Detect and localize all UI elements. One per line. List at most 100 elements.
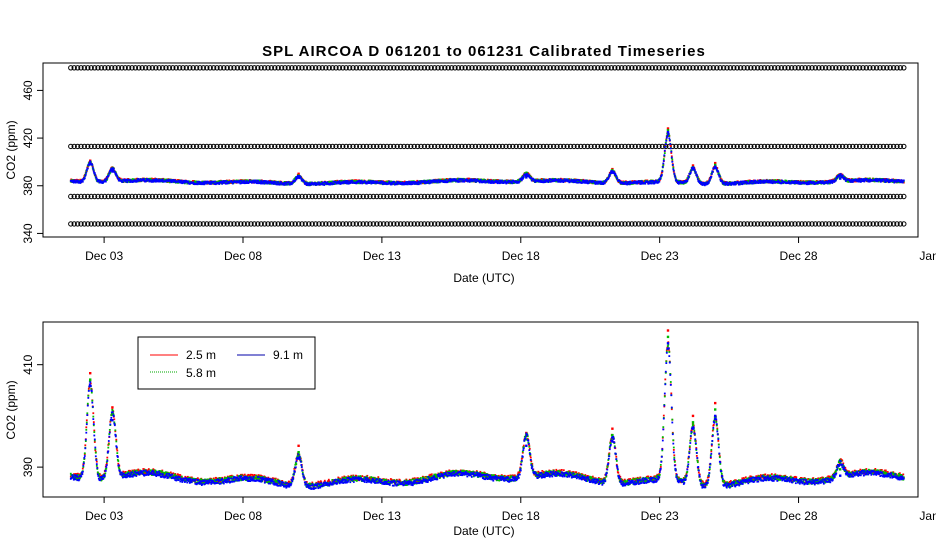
top-data-point [370,182,373,185]
top-data-point [332,180,335,183]
top-data-point [313,182,316,184]
top-calibration-point [574,143,581,150]
top-calibration-point [357,221,363,227]
top-calibration-point [860,143,866,150]
top-calibration-point [455,143,462,150]
top-calibration-point [173,65,179,71]
top-data-point [333,183,336,185]
top-data-point [309,182,312,185]
top-calibration-point [697,143,703,150]
top-data-point [160,180,163,183]
top-calibration-point [367,193,373,200]
top-data-point [132,180,135,183]
top-calibration-point [639,65,645,71]
top-data-point [258,179,261,182]
top-calibration-point [272,193,278,200]
top-data-point [350,181,353,183]
top-calibration-point [438,193,445,200]
top-data-point [113,170,116,173]
top-calibration-point [91,143,98,150]
top-data-point [82,178,85,180]
top-data-point [248,180,251,183]
top-calibration-point [292,143,298,150]
top-calibration-point [697,221,703,227]
top-calibration-point [690,221,696,227]
top-peak-point [714,163,717,167]
top-calibration-point [860,221,866,227]
top-data-point [535,180,538,183]
top-data-point [167,180,170,183]
top-calibration-point [210,143,217,150]
top-calibration-point [238,143,244,150]
top-calibration-point [112,193,118,200]
top-data-point [382,180,385,183]
top-calibration-point [537,193,543,200]
top-calibration-point [890,65,897,71]
top-calibration-point [516,221,523,227]
top-calibration-point [816,65,822,71]
top-calibration-point [261,221,268,227]
top-calibration-point [241,143,247,150]
top-calibration-point [792,65,798,71]
top-data-point [384,180,387,183]
top-data-point [305,184,308,186]
top-data-point [379,180,382,183]
top-calibration-point [241,221,247,227]
top-data-point [225,180,228,182]
top-calibration-point [102,143,108,150]
top-calibration-point [751,65,757,71]
top-data-point [804,180,807,183]
top-calibration-point [805,193,812,200]
top-calibration-point [612,65,618,71]
top-calibration-point [642,65,649,71]
top-data-point [147,178,150,181]
top-data-point [241,180,244,183]
top-calibration-point [622,143,628,150]
top-data-point [116,176,119,178]
top-data-point [79,182,82,184]
top-calibration-point [367,65,373,71]
top-calibration-point [499,143,506,150]
top-calibration-point [353,221,360,227]
top-peak-point [714,161,717,165]
top-calibration-point [329,65,336,71]
top-calibration-point [244,193,251,200]
top-data-point [135,180,138,183]
top-calibration-point [887,143,893,150]
top-data-point [845,177,848,180]
top-calibration-point [119,143,125,150]
top-data-point [866,177,869,180]
top-calibration-point [391,65,397,71]
top-calibration-point [601,143,608,150]
top-calibration-point [839,143,846,150]
top-calibration-point [850,193,856,200]
top-calibration-point [816,193,822,200]
top-calibration-point [95,143,101,150]
top-calibration-point [693,65,700,71]
top-data-point [254,179,257,182]
top-data-point [418,180,421,182]
top-data-point [86,167,89,170]
top-data-point [110,167,113,170]
top-calibration-point [289,65,295,71]
top-calibration-point [122,143,128,150]
top-calibration-point [166,193,173,200]
top-calibration-point [737,65,744,71]
top-calibration-point [714,193,720,200]
top-calibration-point [632,143,638,150]
top-calibration-point [153,221,159,227]
top-calibration-point [238,65,244,71]
top-data-point [369,180,372,182]
top-data-point [231,182,234,185]
top-calibration-point [615,193,621,200]
top-calibration-point [802,193,808,200]
top-calibration-point [727,221,734,227]
top-calibration-point [809,143,815,150]
top-calibration-point [785,65,791,71]
top-calibration-point [142,221,149,227]
top-calibration-point [792,193,798,200]
top-calibration-point [340,65,346,71]
top-calibration-point [299,143,305,150]
top-data-point [308,182,311,185]
top-calibration-point [615,65,621,71]
